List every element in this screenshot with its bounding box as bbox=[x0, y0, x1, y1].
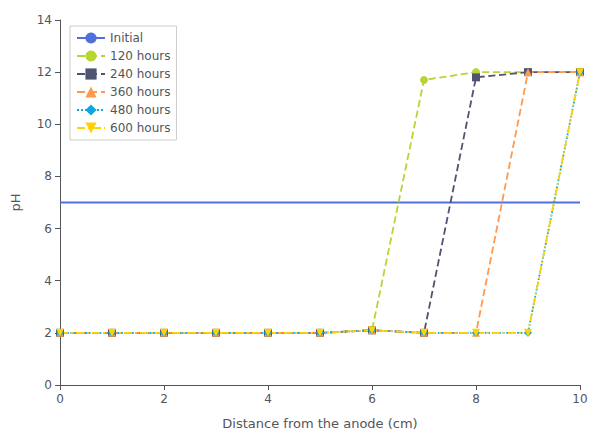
svg-text:4: 4 bbox=[44, 274, 52, 288]
svg-text:2: 2 bbox=[44, 326, 52, 340]
svg-text:6: 6 bbox=[44, 222, 52, 236]
svg-text:10: 10 bbox=[572, 392, 587, 406]
svg-text:360 hours: 360 hours bbox=[110, 85, 170, 99]
svg-text:240 hours: 240 hours bbox=[110, 67, 170, 81]
svg-text:600 hours: 600 hours bbox=[110, 121, 170, 135]
svg-text:10: 10 bbox=[37, 117, 52, 131]
svg-text:2: 2 bbox=[160, 392, 168, 406]
svg-text:8: 8 bbox=[472, 392, 480, 406]
svg-text:Distance from the anode (cm): Distance from the anode (cm) bbox=[222, 416, 417, 431]
svg-text:4: 4 bbox=[264, 392, 272, 406]
svg-text:pH: pH bbox=[8, 193, 23, 211]
svg-text:480 hours: 480 hours bbox=[110, 103, 170, 117]
svg-text:120 hours: 120 hours bbox=[110, 49, 170, 63]
svg-text:Initial: Initial bbox=[110, 31, 143, 45]
svg-text:6: 6 bbox=[368, 392, 376, 406]
svg-text:0: 0 bbox=[56, 392, 64, 406]
svg-text:12: 12 bbox=[37, 65, 52, 79]
svg-text:0: 0 bbox=[44, 378, 52, 392]
svg-text:14: 14 bbox=[37, 13, 52, 27]
svg-text:8: 8 bbox=[44, 169, 52, 183]
